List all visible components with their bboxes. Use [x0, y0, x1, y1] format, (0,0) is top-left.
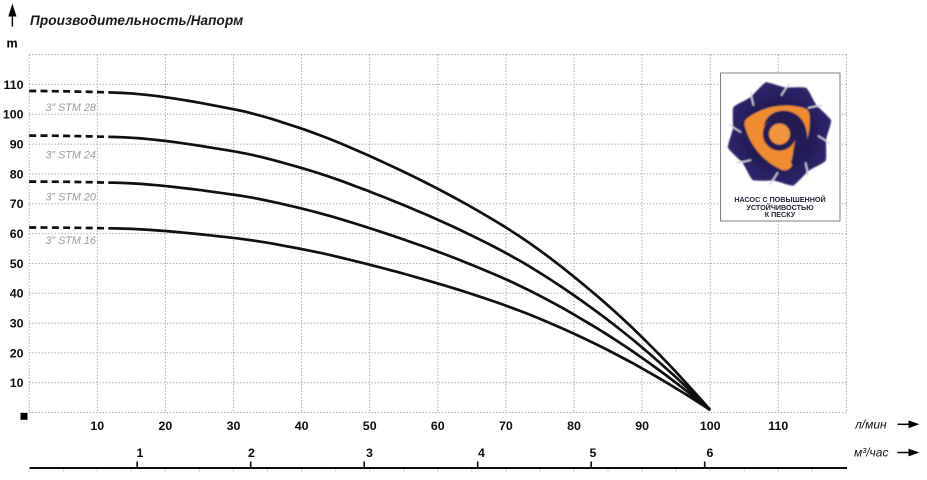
- svg-text:90: 90: [10, 138, 24, 152]
- svg-text:40: 40: [10, 287, 24, 301]
- svg-text:50: 50: [363, 419, 377, 433]
- svg-text:110: 110: [768, 419, 788, 433]
- svg-text:3” STM 16: 3” STM 16: [46, 235, 96, 247]
- svg-text:2: 2: [248, 446, 255, 460]
- svg-text:л/мин: л/мин: [854, 417, 887, 431]
- svg-text:70: 70: [499, 419, 513, 433]
- svg-text:К ПЕСКУ: К ПЕСКУ: [765, 210, 796, 219]
- svg-text:110: 110: [4, 78, 24, 92]
- svg-text:Производительность/Напорм: Производительность/Напорм: [30, 13, 243, 28]
- svg-text:70: 70: [10, 197, 24, 211]
- svg-text:3” STM 20: 3” STM 20: [46, 192, 96, 204]
- svg-text:10: 10: [90, 419, 104, 433]
- svg-text:20: 20: [159, 419, 173, 433]
- svg-text:100: 100: [700, 419, 721, 433]
- svg-text:100: 100: [3, 108, 24, 122]
- svg-text:1: 1: [137, 446, 144, 460]
- svg-text:60: 60: [431, 419, 445, 433]
- svg-text:50: 50: [10, 257, 24, 271]
- svg-text:60: 60: [10, 227, 24, 241]
- svg-text:3” STM 24: 3” STM 24: [46, 149, 96, 161]
- svg-text:3: 3: [366, 446, 373, 460]
- svg-text:80: 80: [10, 167, 24, 181]
- svg-text:10: 10: [10, 376, 24, 390]
- svg-text:УСТОЙЧИВОСТЬЮ: УСТОЙЧИВОСТЬЮ: [746, 203, 814, 212]
- svg-text:40: 40: [295, 419, 309, 433]
- svg-text:4: 4: [478, 446, 485, 460]
- svg-text:м³/час: м³/час: [854, 446, 888, 460]
- svg-text:НАСОС С ПОВЫШЕННОЙ: НАСОС С ПОВЫШЕННОЙ: [734, 195, 825, 204]
- svg-text:20: 20: [10, 346, 24, 360]
- svg-text:30: 30: [227, 419, 241, 433]
- svg-text:3” STM 28: 3” STM 28: [46, 102, 96, 114]
- svg-text:80: 80: [567, 419, 581, 433]
- svg-text:6: 6: [707, 446, 714, 460]
- svg-text:5: 5: [590, 446, 597, 460]
- svg-text:90: 90: [635, 419, 649, 433]
- svg-text:m: m: [7, 37, 18, 51]
- svg-text:30: 30: [10, 317, 24, 331]
